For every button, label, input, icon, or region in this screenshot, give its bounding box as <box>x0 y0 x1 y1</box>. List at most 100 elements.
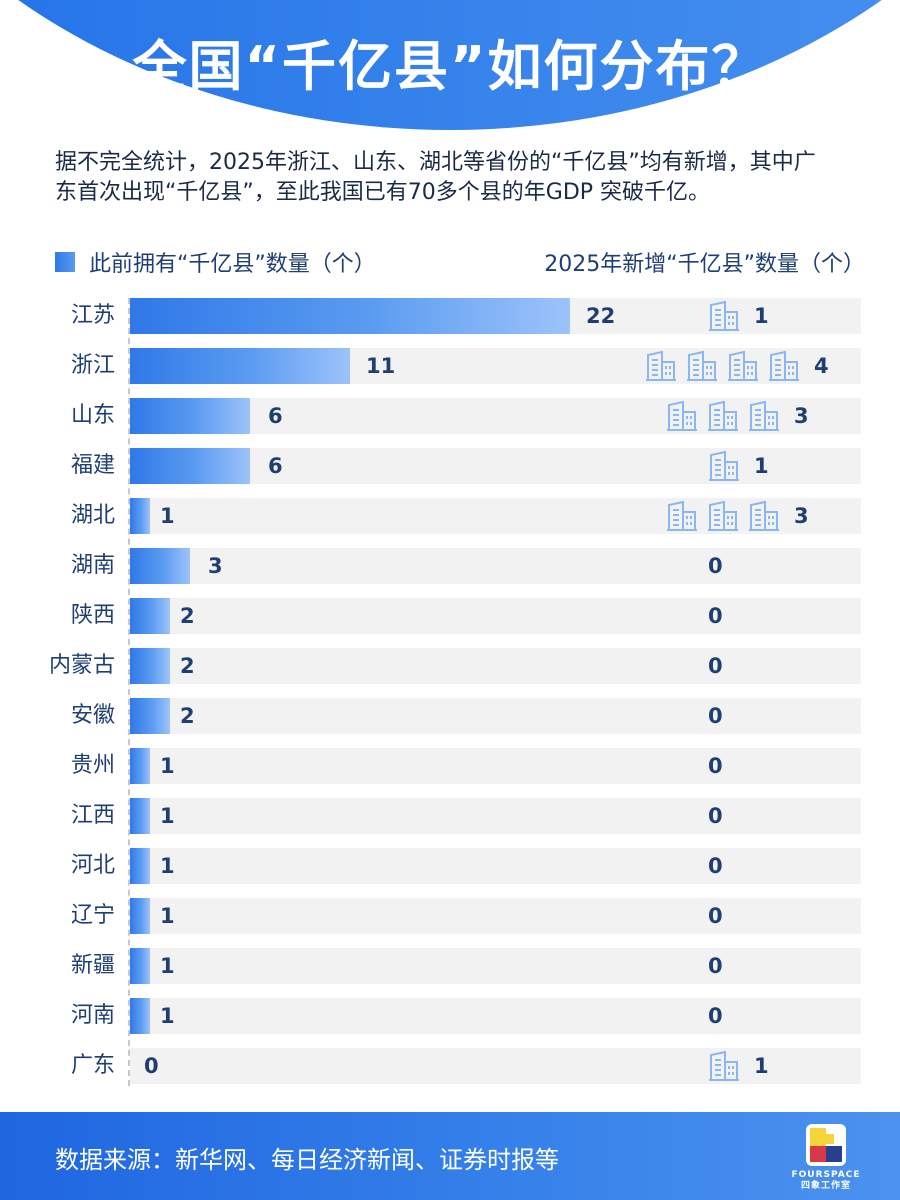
data-source: 数据来源：新华网、每日经济新闻、证券时报等 <box>55 1146 559 1174</box>
province-label: 辽宁 <box>70 903 115 928</box>
new-value: 0 <box>708 954 723 978</box>
province-label: 安徽 <box>70 703 115 728</box>
new-count-group: 4 <box>636 348 829 384</box>
previous-value: 6 <box>268 404 283 428</box>
new-value: 0 <box>708 704 723 728</box>
new-count-group: 1 <box>699 448 769 484</box>
previous-value: 2 <box>180 604 195 628</box>
previous-bar <box>130 598 170 634</box>
building-icon <box>645 350 677 381</box>
legend-label-previous: 此前拥有“千亿县”数量（个） <box>89 252 376 277</box>
province-label: 内蒙古 <box>48 653 115 678</box>
province-label: 河北 <box>70 853 115 878</box>
bar-track <box>130 398 861 434</box>
building-icon <box>707 500 739 531</box>
previous-bar <box>130 798 150 834</box>
province-label: 陕西 <box>70 603 115 628</box>
chart-row: 湖南 3 0 <box>0 548 900 584</box>
building-icon <box>727 350 759 381</box>
new-value: 1 <box>754 1054 769 1078</box>
chart-row: 山东 6 3 <box>0 398 900 434</box>
bar-track <box>130 948 861 984</box>
previous-value: 1 <box>160 504 175 528</box>
previous-bar <box>130 298 570 334</box>
bar-track <box>130 498 861 534</box>
new-value: 0 <box>708 854 723 878</box>
new-value: 1 <box>754 304 769 328</box>
chart-row: 广东 0 1 <box>0 1048 900 1084</box>
chart-row: 江苏 22 1 <box>0 298 900 334</box>
new-count-group: 3 <box>657 398 809 434</box>
previous-value: 1 <box>160 954 175 978</box>
building-icon <box>666 500 698 531</box>
chart-row: 江西 1 0 <box>0 798 900 834</box>
province-label: 山东 <box>70 403 115 428</box>
new-value: 0 <box>708 604 723 628</box>
chart-row: 浙江 11 4 <box>0 348 900 384</box>
bar-track <box>130 798 861 834</box>
page-title: 全国“千亿县”如何分布？ <box>132 35 768 98</box>
province-label: 江西 <box>70 803 115 828</box>
previous-bar <box>130 448 250 484</box>
province-label: 广东 <box>70 1053 115 1078</box>
previous-bar <box>130 498 150 534</box>
province-label: 湖北 <box>70 503 115 528</box>
intro-text: 据不完全统计，2025年浙江、山东、湖北等省份的“千亿县”均有新增，其中广东首次… <box>55 150 816 205</box>
legend-label-new: 2025年新增“千亿县”数量（个） <box>544 252 865 277</box>
province-label: 福建 <box>70 453 115 478</box>
previous-value: 1 <box>160 904 175 928</box>
province-label: 浙江 <box>70 353 115 378</box>
building-icon <box>708 300 740 331</box>
previous-value: 3 <box>208 554 223 578</box>
new-value: 0 <box>708 904 723 928</box>
previous-bar <box>130 648 170 684</box>
fourspace-logo: FOURSPACE 四象工作室 <box>782 1120 870 1194</box>
building-icon <box>707 400 739 431</box>
new-value: 0 <box>708 754 723 778</box>
new-value: 4 <box>814 354 829 378</box>
new-value: 0 <box>708 654 723 678</box>
building-icon <box>666 400 698 431</box>
legend-swatch-icon <box>55 252 75 272</box>
chart-row: 安徽 2 0 <box>0 698 900 734</box>
bar-track <box>130 548 861 584</box>
previous-bar <box>130 898 150 934</box>
new-count-group: 1 <box>699 298 769 334</box>
new-value: 1 <box>754 454 769 478</box>
chart-row: 陕西 2 0 <box>0 598 900 634</box>
bar-track <box>130 848 861 884</box>
province-label: 湖南 <box>70 553 115 578</box>
bar-track <box>130 448 861 484</box>
previous-bar <box>130 398 250 434</box>
province-label: 贵州 <box>70 753 115 778</box>
previous-value: 1 <box>160 1004 175 1028</box>
chart-row: 河北 1 0 <box>0 848 900 884</box>
province-label: 新疆 <box>70 953 115 978</box>
axis-line <box>128 298 130 1086</box>
previous-value: 2 <box>180 654 195 678</box>
chart-row: 内蒙古 2 0 <box>0 648 900 684</box>
chart-row: 福建 6 1 <box>0 448 900 484</box>
new-value: 0 <box>708 1004 723 1028</box>
previous-value: 0 <box>144 1054 159 1078</box>
footer: 数据来源：新华网、每日经济新闻、证券时报等 FOURSPACE 四象工作室 <box>0 1112 900 1200</box>
chart-row: 贵州 1 0 <box>0 748 900 784</box>
previous-value: 22 <box>586 304 616 328</box>
bar-track <box>130 598 861 634</box>
previous-value: 1 <box>160 854 175 878</box>
new-count-group: 1 <box>699 1048 769 1084</box>
previous-bar <box>130 548 190 584</box>
legend-item-previous: 此前拥有“千亿县”数量（个） <box>55 246 376 278</box>
bar-track <box>130 998 861 1034</box>
header-banner: 全国“千亿县”如何分布？ <box>0 0 900 130</box>
logo-text: FOURSPACE 四象工作室 <box>791 1170 861 1191</box>
previous-bar <box>130 948 150 984</box>
bar-track <box>130 698 861 734</box>
previous-bar <box>130 848 150 884</box>
puzzle-logo-icon <box>806 1124 846 1166</box>
building-icon <box>686 350 718 381</box>
chart-row: 新疆 1 0 <box>0 948 900 984</box>
previous-bar <box>130 748 150 784</box>
new-value: 0 <box>708 804 723 828</box>
previous-value: 1 <box>160 804 175 828</box>
